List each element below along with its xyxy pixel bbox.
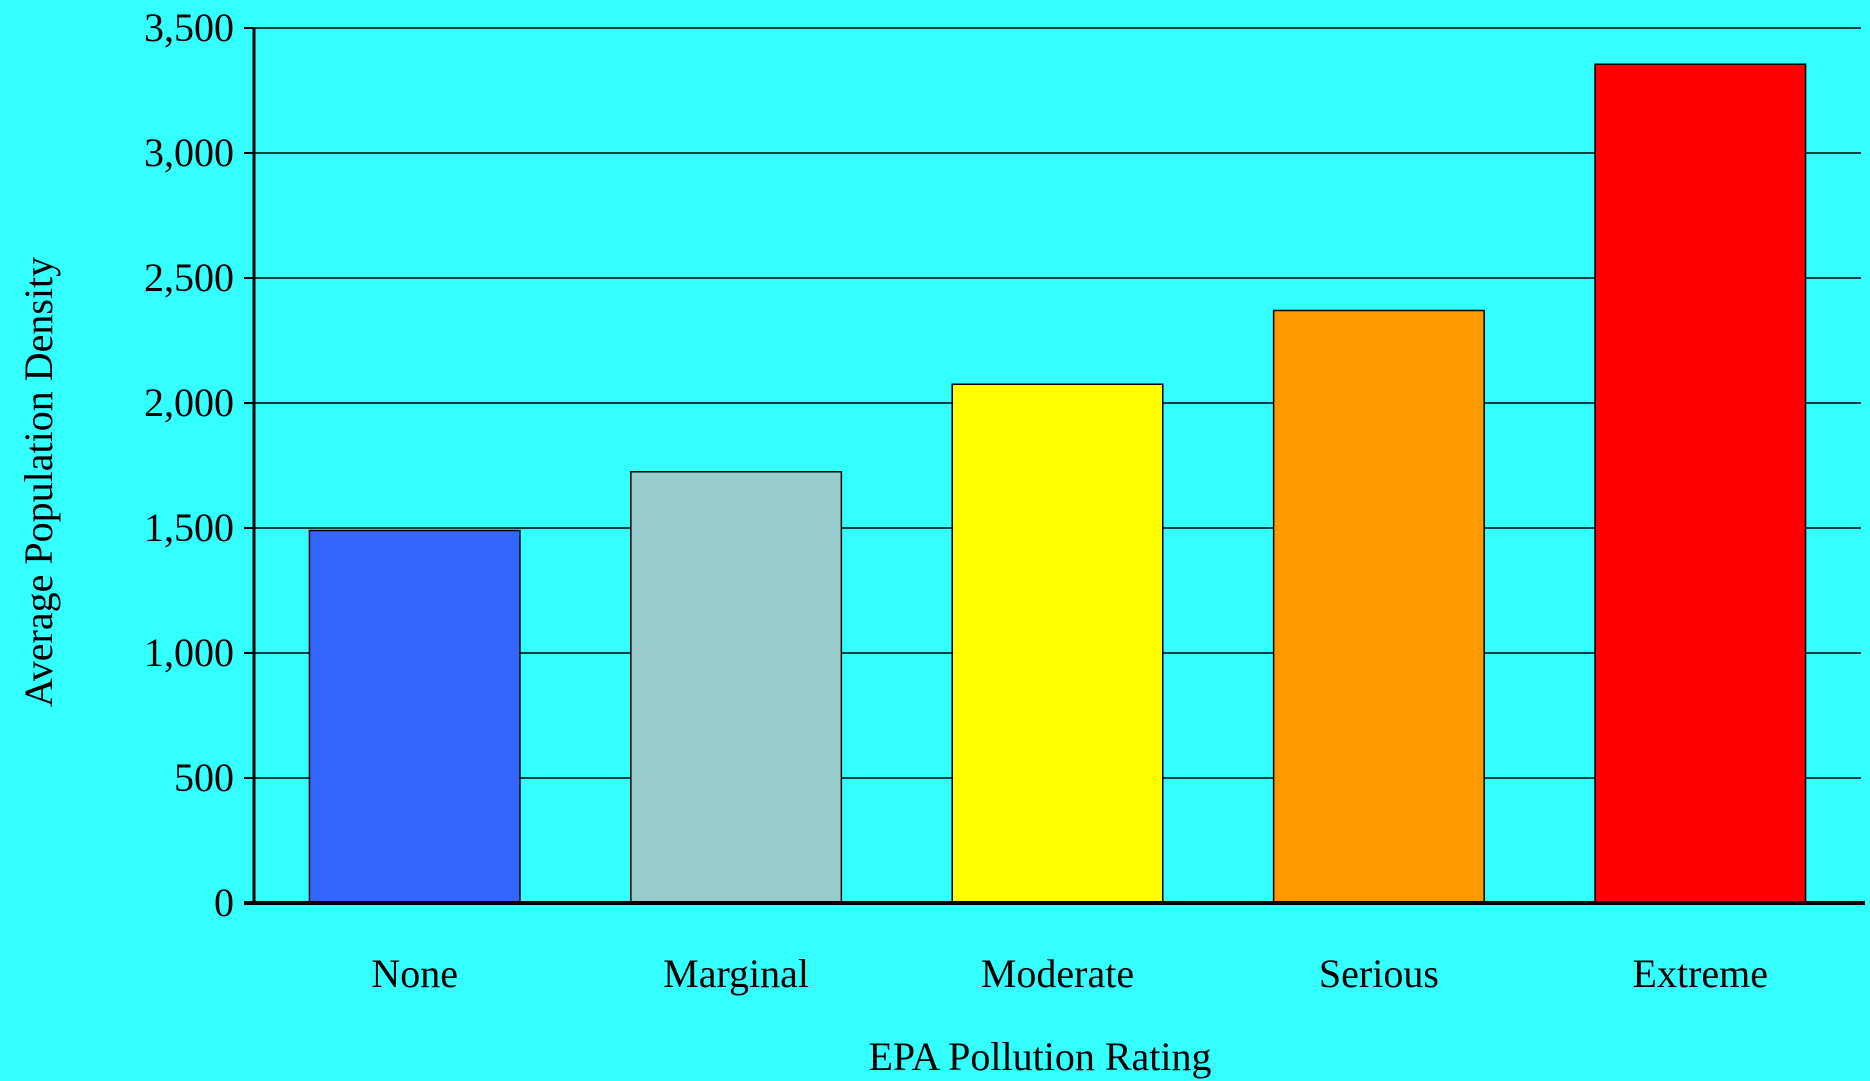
y-tick-label: 0 [214,880,234,925]
y-tick-label: 3,500 [144,5,234,50]
y-tick-labels: 0 500 1,000 1,500 2,000 2,500 3,000 3,500 [144,5,234,925]
x-tick-label: Extreme [1633,951,1769,996]
x-tick-label: Moderate [981,951,1134,996]
x-tick-labels: None Marginal Moderate Serious Extreme [371,951,1768,996]
x-tick-label: Serious [1319,951,1439,996]
x-tick-label: None [371,951,458,996]
y-tick-label: 2,500 [144,255,234,300]
y-tick-label: 2,000 [144,380,234,425]
y-tick-label: 500 [174,755,234,800]
bar-serious [1272,309,1485,904]
y-tick-label: 1,000 [144,630,234,675]
x-tick-label: Marginal [663,951,809,996]
x-axis-label: EPA Pollution Rating [868,1034,1211,1079]
bar-extreme [1594,63,1807,904]
axes [244,27,1865,905]
y-tick-label: 3,000 [144,130,234,175]
bars [308,63,1807,904]
bar-moderate [951,383,1164,904]
bar-none [308,529,521,904]
y-tick-label: 1,500 [144,505,234,550]
y-axis-label: Average Population Density [16,257,61,707]
bar-marginal [630,471,843,904]
